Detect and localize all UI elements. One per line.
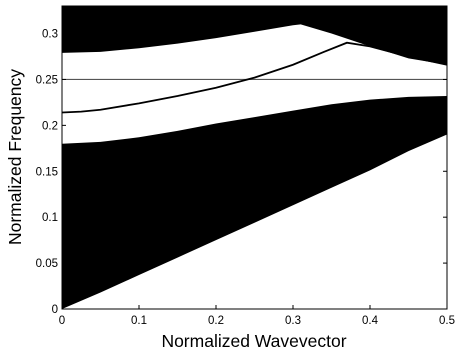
x-tick-label: 0.4 xyxy=(362,315,379,327)
x-axis-label: Normalized Wavevector xyxy=(161,331,346,351)
y-tick-label: 0.3 xyxy=(42,29,58,41)
x-tick-label: 0.2 xyxy=(208,315,224,327)
y-tick-label: 0.15 xyxy=(36,166,58,178)
y-axis-label: Normalized Frequency xyxy=(5,69,25,245)
y-tick-label: 0.2 xyxy=(42,120,58,132)
x-tick-label: 0.5 xyxy=(439,315,455,327)
plot-frame xyxy=(61,5,448,310)
y-tick-label: 0.1 xyxy=(42,212,58,224)
mode-curve-0 xyxy=(62,41,447,114)
x-tick-label: 0.3 xyxy=(285,315,301,327)
y-tick-label: 0.25 xyxy=(36,74,58,86)
x-tick-label: 0.1 xyxy=(131,315,147,327)
y-tick-label: 0.05 xyxy=(36,258,58,270)
x-tick-label: 0 xyxy=(59,315,65,327)
y-tick-label: 0 xyxy=(52,304,58,316)
upper-band-region xyxy=(62,6,447,65)
lower-band-region xyxy=(62,95,447,309)
